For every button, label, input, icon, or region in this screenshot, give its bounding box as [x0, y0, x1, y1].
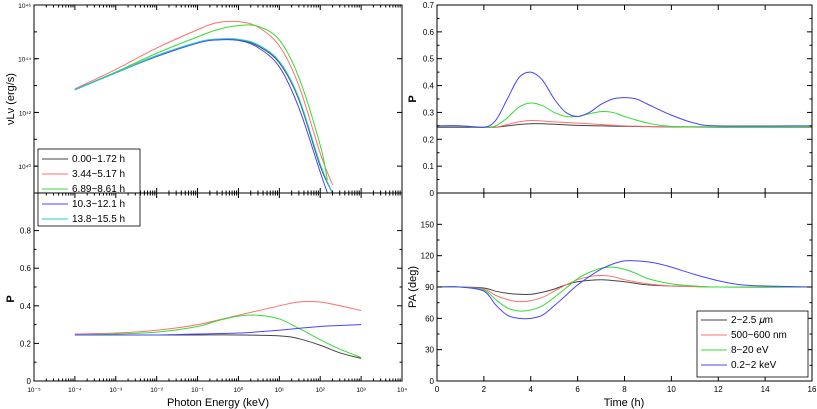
sed-series-3	[74, 39, 328, 193]
chart-pol-energy: 10⁻⁵ 10⁻⁴ 10⁻³ 10⁻² 10⁻¹ 10⁰ 10¹ 10² 10³ 10⁴ 0 0.2 0…	[5, 192, 407, 409]
pol-time-ytick-label-6: 0.6	[423, 28, 435, 37]
pa-time-series-layer	[437, 260, 812, 320]
pa-time-frame	[436, 192, 813, 382]
pa-time-xtick-label-7: 14	[761, 385, 770, 394]
pa-time-ytick-label-2: 60	[425, 314, 434, 323]
pa-time-xtick-label-2: 4	[529, 385, 534, 394]
sed-legend-label-0: 0.00~1.72 h	[72, 154, 125, 165]
pol-time-ytick-label-4: 0.4	[423, 82, 435, 91]
pa-time-xtick-label-8: 16	[808, 385, 817, 394]
sed-legend-label-2: 6.89~8.61 h	[72, 184, 125, 195]
pa-time-ytick-label-3: 90	[425, 283, 434, 292]
pa-time-xtick-label-3: 6	[575, 385, 580, 394]
pol-energy-xtick-label-1: 10⁻⁴	[68, 387, 82, 394]
pa-time-series-3	[437, 260, 812, 320]
pol-time-series-3	[437, 71, 812, 128]
pa-time-series-0	[437, 279, 812, 296]
pa-time-xtick-label-4: 8	[622, 385, 627, 394]
pol-energy-ytick-label-3: 0.6	[20, 264, 32, 273]
sed-legend-label-1: 3.44~5.17 h	[72, 169, 125, 180]
pa-time-xlabel: Time (h)	[604, 397, 645, 409]
sed-series-layer	[74, 20, 333, 193]
pa-time-ticks-layer: 0 2 4 6 8 10 12 14 16 0 30 60 90 120 150	[421, 193, 817, 394]
pol-energy-series-3	[74, 324, 362, 336]
pol-energy-xtick-label-0: 10⁻⁵	[27, 387, 41, 394]
sed-ytick-label-3: 10⁴⁶	[18, 3, 31, 10]
sed-legend-box	[37, 148, 141, 227]
chart-pol-time: 0 0.1 0.2 0.3 0.4 0.5 0.6 0.7 P	[407, 1, 813, 198]
pol-energy-ytick-label-4: 0.8	[20, 227, 32, 236]
pol-energy-frame	[33, 192, 403, 382]
pol-time-series-2	[437, 102, 812, 128]
pol-energy-xtick-label-9: 10⁴	[397, 387, 407, 394]
pol-time-ytick-label-7: 0.7	[423, 1, 435, 10]
pa-time-legend: 2~2.5 𝜇m 500~600 nm 8~20 eV 0.2~2 keV	[696, 310, 809, 378]
chart-pa-time: 0 2 4 6 8 10 12 14 16 0 30 60 90 120 150 PA (deg) Time…	[407, 192, 817, 409]
sed-ytick-label-2: 10⁴⁴	[18, 57, 31, 64]
pa-time-ytick-label-0: 0	[430, 377, 435, 386]
pol-energy-ylabel: P	[5, 295, 17, 302]
chart-sed: 10⁴⁰ 10⁴² 10⁴⁴ 10⁴⁶ νLν (erg/s) 0.00~1.72 h…	[5, 3, 403, 227]
pa-time-series-1	[437, 275, 812, 303]
sed-legend-label-3: 10.3~12.1 h	[72, 199, 125, 210]
pol-energy-ytick-label-1: 0.2	[20, 339, 32, 348]
pol-energy-series-1	[74, 301, 362, 335]
pol-energy-xtick-label-6: 10¹	[275, 387, 285, 394]
pol-energy-ytick-label-0: 0	[27, 377, 32, 386]
pa-time-ylabel: PA (deg)	[407, 266, 419, 308]
pol-time-ytick-label-3: 0.3	[423, 108, 435, 117]
pol-energy-series-2	[74, 314, 362, 358]
pol-energy-series-layer	[74, 301, 362, 359]
pa-time-xtick-label-0: 0	[435, 385, 440, 394]
pa-legend-box	[696, 310, 809, 378]
pol-time-ytick-label-5: 0.5	[423, 55, 435, 64]
pol-energy-xtick-label-3: 10⁻²	[150, 387, 164, 394]
sed-series-4	[74, 38, 333, 193]
sed-series-1	[74, 20, 333, 186]
pa-time-ytick-label-1: 30	[425, 346, 434, 355]
pa-legend-label-2: 8~20 eV	[731, 345, 769, 356]
pol-time-ytick-label-2: 0.2	[423, 135, 435, 144]
pol-energy-ytick-label-2: 0.4	[20, 302, 32, 311]
pa-time-xtick-label-5: 10	[667, 385, 676, 394]
pol-energy-xtick-label-7: 10²	[316, 387, 326, 394]
pol-energy-xtick-label-8: 10³	[356, 387, 366, 394]
sed-ytick-label-0: 10⁴⁰	[18, 163, 31, 171]
pa-legend-label-3: 0.2~2 keV	[731, 360, 777, 371]
pa-legend-label-1: 500~600 nm	[731, 330, 787, 341]
pa-legend-label-0: 2~2.5 𝜇m	[731, 315, 773, 326]
pol-energy-xtick-label-5: 10⁰	[234, 386, 244, 394]
pol-energy-xtick-label-4: 10⁻¹	[191, 387, 205, 394]
sed-legend: 0.00~1.72 h 3.44~5.17 h 6.89~8.61 h 10.3…	[37, 148, 141, 227]
pa-time-ytick-label-4: 120	[421, 252, 435, 261]
sed-ytick-label-1: 10⁴²	[19, 110, 32, 117]
pol-time-series-layer	[437, 71, 812, 128]
pol-time-ytick-label-1: 0.1	[423, 162, 435, 171]
sed-ylabel: νLν (erg/s)	[5, 73, 17, 125]
pa-time-xtick-label-1: 2	[482, 385, 487, 394]
sed-series-2	[74, 24, 328, 181]
pa-time-ytick-label-5: 150	[421, 220, 435, 229]
pol-energy-xtick-label-2: 10⁻³	[109, 387, 123, 394]
pol-time-ylabel: P	[407, 95, 419, 102]
pa-time-xtick-label-6: 12	[714, 385, 723, 394]
sed-legend-label-4: 13.8~15.5 h	[72, 214, 125, 225]
pol-time-ytick-label-0: 0	[430, 189, 435, 198]
pol-energy-xlabel: Photon Energy (keV)	[167, 397, 269, 409]
pa-time-series-2	[437, 266, 812, 312]
